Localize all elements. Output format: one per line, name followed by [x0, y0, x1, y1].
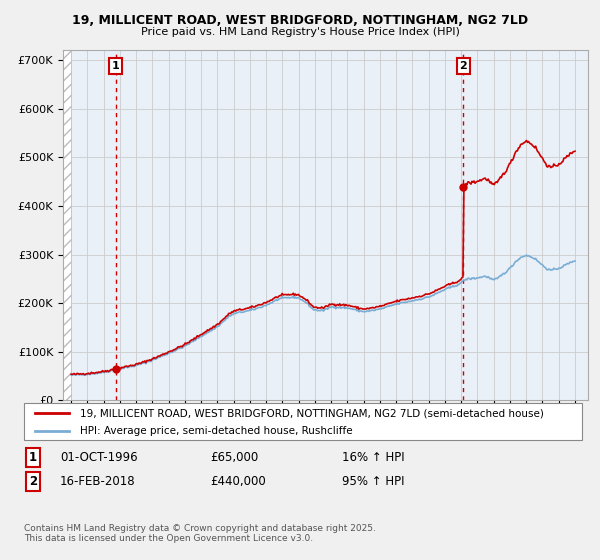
Text: £440,000: £440,000	[210, 475, 266, 488]
Text: 19, MILLICENT ROAD, WEST BRIDGFORD, NOTTINGHAM, NG2 7LD: 19, MILLICENT ROAD, WEST BRIDGFORD, NOTT…	[72, 14, 528, 27]
Text: 1: 1	[29, 451, 37, 464]
Text: 95% ↑ HPI: 95% ↑ HPI	[342, 475, 404, 488]
Text: HPI: Average price, semi-detached house, Rushcliffe: HPI: Average price, semi-detached house,…	[80, 426, 352, 436]
Text: 16% ↑ HPI: 16% ↑ HPI	[342, 451, 404, 464]
Text: 2: 2	[459, 61, 467, 71]
Text: 16-FEB-2018: 16-FEB-2018	[60, 475, 136, 488]
Text: £65,000: £65,000	[210, 451, 258, 464]
Text: 2: 2	[29, 475, 37, 488]
Bar	[63, 50, 71, 400]
Text: 01-OCT-1996: 01-OCT-1996	[60, 451, 137, 464]
Text: Contains HM Land Registry data © Crown copyright and database right 2025.
This d: Contains HM Land Registry data © Crown c…	[24, 524, 376, 543]
Text: 1: 1	[112, 61, 120, 71]
Text: Price paid vs. HM Land Registry's House Price Index (HPI): Price paid vs. HM Land Registry's House …	[140, 27, 460, 37]
Text: 19, MILLICENT ROAD, WEST BRIDGFORD, NOTTINGHAM, NG2 7LD (semi-detached house): 19, MILLICENT ROAD, WEST BRIDGFORD, NOTT…	[80, 408, 544, 418]
FancyBboxPatch shape	[24, 403, 582, 440]
